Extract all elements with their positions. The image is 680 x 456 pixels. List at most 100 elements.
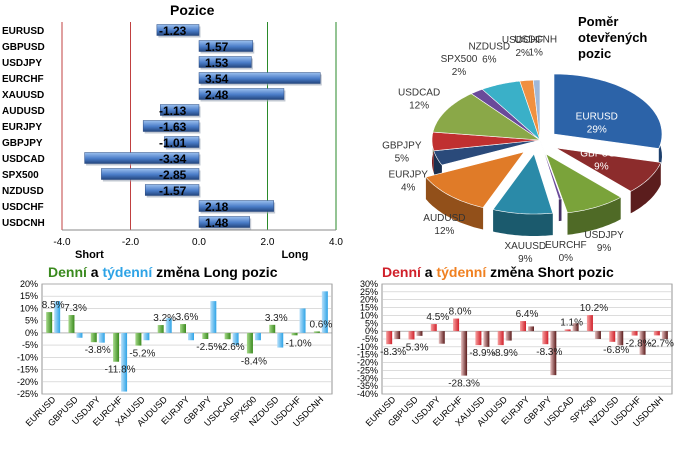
bar-audusd [160, 104, 200, 116]
y-tick-6: -10% [17, 352, 38, 362]
pie-label-usdchf: USDCHF 2% [502, 35, 544, 59]
pie-slice-eurjpy [433, 139, 541, 166]
pie-label-pct-usdcnh: 1% [528, 47, 543, 58]
y-tick-4: 0% [25, 328, 38, 338]
short-title-rest: změna Short pozic [486, 264, 614, 280]
bar-daily-gbpusd [408, 331, 415, 340]
data-label-gbpusd: -5.3% [402, 342, 428, 353]
bar-weekly-gbpusd [76, 332, 83, 338]
pie-slice-gbpjpy [431, 131, 541, 152]
pie-slice-eurchf [539, 139, 562, 200]
pie-label-nzdusd: NZDUSD 6% [468, 42, 510, 66]
bar-nzdusd [144, 184, 200, 196]
y-tick-7: -5% [362, 334, 378, 344]
bar-daily-eurusd [46, 312, 53, 333]
x-tick-1: -2.0 [122, 237, 140, 248]
pie-side-gbpusd [630, 162, 661, 214]
bar-weekly-usdcad [572, 323, 579, 332]
bar-daily-eurchf [113, 332, 120, 362]
category-label-gbpusd: GBPUSD [2, 42, 45, 53]
data-label-usdcad: 1.1% [560, 317, 583, 328]
long-change-chart: Denní a týdenní změna Long pozic 20% 15% 1… [0, 262, 340, 456]
pie-label-name-eurchf: EURCHF [545, 240, 587, 251]
bar-eurjpy [142, 120, 200, 132]
bar-daily-usdjpy [90, 332, 97, 343]
pie-label-usdjpy: USDJPY 9% [584, 230, 624, 254]
bar-daily-gbpjpy [542, 331, 549, 345]
bar-spx500 [101, 168, 200, 180]
pie-slice-eurusd [553, 73, 663, 149]
pie-label-pct-gbpusd: 9% [594, 162, 609, 173]
bar-weekly-usdcad [232, 332, 239, 346]
pie-label-name-nzdusd: NZDUSD [468, 42, 510, 53]
pie-label-pct-usdcad: 12% [409, 101, 429, 112]
value-label-gbpusd: 1.57 [205, 40, 229, 54]
bar-weekly-spx500 [594, 331, 601, 339]
bar-daily-gbpjpy [202, 332, 209, 339]
pie-slice-usdchf [519, 79, 541, 141]
pie-label-spx500: SPX500 2% [441, 54, 478, 78]
y-tick-1: 15% [20, 291, 38, 301]
bar-daily-eurjpy [180, 324, 186, 333]
value-label-eurjpy: -1.63 [159, 120, 187, 134]
bar-daily-xauusd [135, 332, 142, 346]
bar-daily-usdcnh [653, 331, 660, 336]
pie-side-eurchf [558, 198, 562, 222]
pie-label-name-xauusd: XAUUSD [504, 241, 546, 252]
data-label-eurchf: 8.0% [449, 307, 472, 318]
bar-weekly-usdchf [299, 308, 306, 333]
category-label-usdcnh: USDCNH [2, 218, 45, 229]
bar-daily-nzdusd [609, 331, 616, 342]
y-tick-12: -30% [357, 373, 378, 383]
value-label-audusd: -1.13 [159, 104, 187, 118]
short-change-title: Denní a týdenní změna Short pozic [382, 264, 614, 280]
y-tick-3: 15% [360, 303, 378, 313]
category-label-usdchf: USDCHF [2, 202, 44, 213]
short-title-weekly: týdenní [436, 264, 487, 280]
data-label-spx500: 10.2% [580, 303, 608, 314]
category-label-eurjpy: EURJPY [2, 122, 42, 133]
x-tick-4: 4.0 [329, 237, 343, 248]
data-label-audusd: -8.9% [492, 348, 518, 359]
bar-usdcad [84, 152, 200, 164]
data-label-usdchf: -1.0% [285, 338, 311, 349]
data-label-nzdusd: -6.8% [603, 345, 629, 356]
pie-side-usdjpy [567, 197, 621, 235]
category-label-usdjpy: USDJPY [2, 58, 42, 69]
bar-weekly-eurchf [461, 331, 468, 376]
bar-daily-spx500 [246, 332, 253, 354]
bar-weekly-xauusd [143, 332, 150, 341]
category-label-xauusd: XAUUSD [2, 90, 44, 101]
value-label-usdchf: 2.18 [205, 200, 229, 214]
pie-title-line-3: pozic [578, 46, 612, 61]
data-label-eurjpy: 3.6% [176, 312, 199, 323]
data-label-eurusd: 8.5% [42, 300, 65, 311]
bar-weekly-usdchf [639, 331, 646, 355]
category-label-gbpjpy: GBPJPY [2, 138, 43, 149]
pie-label-eurusd: EURUSD 29% [576, 112, 618, 136]
long-change-svg: 20%15%10%5%0%-5%-10%-15%-20%-25%8.5%EURU… [17, 279, 333, 429]
pie-label-name-usdcnh: USDCNH [514, 34, 557, 45]
pie-title-line-1: Poměr [578, 14, 619, 29]
data-label-usdchf: -2.8% [625, 339, 651, 350]
pie-label-usdcad: USDCAD 12% [398, 88, 440, 112]
bar-weekly-gbpjpy [210, 301, 217, 333]
pie-slice-spx500 [470, 88, 541, 141]
y-tick-4: 10% [360, 310, 378, 320]
bar-daily-usdchf [291, 332, 298, 336]
x-tick-0: -4.0 [53, 237, 71, 248]
bar-weekly-nzdusd [277, 332, 284, 348]
bar-eurusd [156, 24, 200, 36]
positions-bar-svg: EURUSD -1.23 GBPUSD 1.57 USDJPY 1.53 EURCHF 3.5… [2, 22, 343, 261]
pie-svg: EURUSD 29% GBPUSD 9% USDJPY 9% EURCHF 0% XAUUSD 9… [382, 34, 663, 265]
value-label-gbpjpy: -1.01 [159, 136, 187, 150]
y-tick-0: 30% [360, 279, 378, 289]
short-title-daily: Denní [382, 264, 421, 280]
category-label-eurusd: EURUSD [2, 26, 44, 37]
category-label-eurchf: EURCHF [2, 74, 44, 85]
pie-chart: Poměr otevřených pozic EURUSD 29% GBPUSD 9%… [345, 0, 680, 265]
pie-label-xauusd: XAUUSD 9% [504, 241, 546, 265]
data-label-usdcnh: 0.6% [309, 319, 332, 330]
pie-label-name-usdjpy: USDJPY [584, 230, 624, 241]
short-change-chart: Denní a týdenní změna Short pozic 30% 25%… [340, 262, 680, 456]
